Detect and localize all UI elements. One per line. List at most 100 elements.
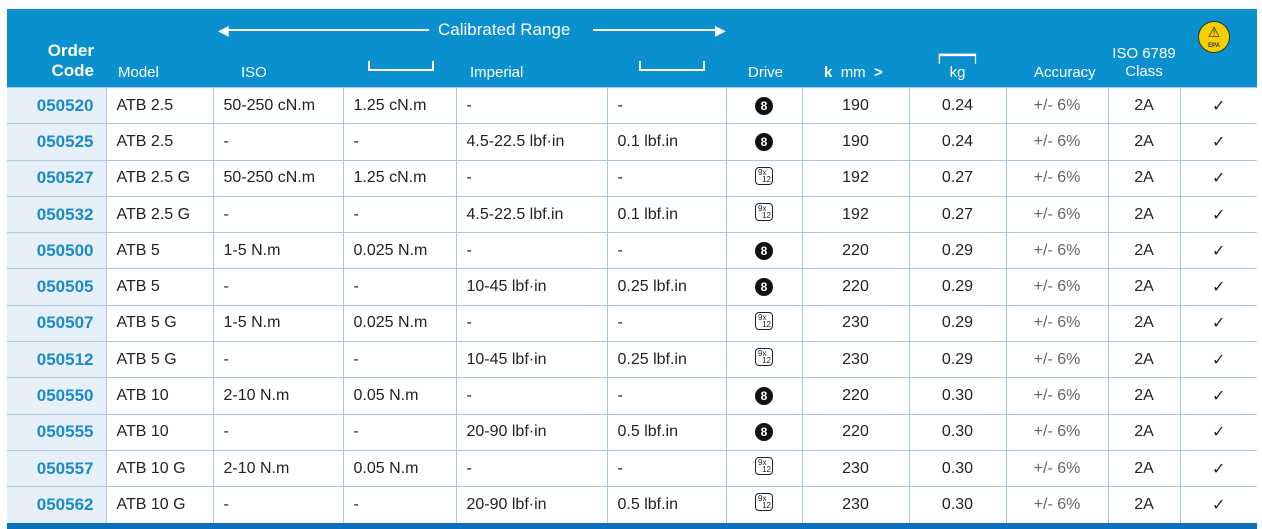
imperial-range-cell: 4.5-22.5 lbf.in <box>455 195 608 234</box>
model-cell: ATB 5 G <box>105 341 214 379</box>
iso-resolution-cell: - <box>342 123 457 161</box>
table-row: 050557 ATB 10 G 2-10 N.m 0.05 N.m - -9x 12 230 0… <box>7 449 1257 488</box>
order-code-cell: 050555 <box>7 413 107 451</box>
table-row: 050555 ATB 10- -20-90 lbf·in 0.5 lbf.in 8 220… <box>7 413 1257 451</box>
iso-resolution-cell: - <box>342 195 457 234</box>
length-cell: 220 <box>801 377 910 415</box>
table-row: 050532 ATB 2.5 G - -4.5-22.5 lbf.in 0.1 lbf.… <box>7 195 1257 234</box>
drive-8-icon: 8 <box>755 387 773 406</box>
col-esd: ⚠ EPA <box>1180 9 1257 88</box>
order-code-cell: 050562 <box>7 486 107 529</box>
imperial-resolution-cell: 0.1 lbf.in <box>606 195 727 234</box>
order-code-cell: 050520 <box>7 86 107 125</box>
scale-icon: ┍━━━┑ <box>934 47 981 64</box>
accuracy-cell: +/- 6% <box>1005 86 1109 125</box>
weight-cell: 0.24 <box>908 123 1007 161</box>
accuracy-cell: +/- 6% <box>1005 377 1109 415</box>
imperial-resolution-cell: - <box>606 377 727 415</box>
accuracy-cell: +/- 6% <box>1005 486 1109 529</box>
iso-range-cell: - <box>212 123 344 161</box>
table-row: 050507 ATB 5 G 1-5 N.m 0.025 N.m - -9x 12 230 0.… <box>7 304 1257 343</box>
drive-cell: 9x 12 <box>725 159 803 197</box>
col-drive: Drive <box>726 9 802 88</box>
col-imperial-resolution <box>607 9 726 88</box>
table-row: 050520 ATB 2.5 50-250 cN.m 1.25 cN.m - -8 190 0… <box>7 86 1257 125</box>
drive-8-icon: 8 <box>755 423 773 442</box>
length-cell: 230 <box>801 304 910 343</box>
order-code-cell: 050557 <box>7 449 107 488</box>
esd-check-cell: ✓ <box>1179 304 1257 343</box>
model-cell: ATB 10 <box>105 413 214 451</box>
iso-resolution-cell: 1.25 cN.m <box>342 159 457 197</box>
drive-cell: 9x 12 <box>725 341 803 379</box>
weight-cell: 0.30 <box>908 377 1007 415</box>
iso-resolution-cell: 0.05 N.m <box>342 377 457 415</box>
iso-range-cell: - <box>212 268 344 306</box>
weight-cell: 0.29 <box>908 268 1007 306</box>
accuracy-cell: +/- 6% <box>1005 195 1109 234</box>
order-code-cell: 050550 <box>7 377 107 415</box>
class-cell: 2A <box>1107 123 1181 161</box>
class-cell: 2A <box>1107 86 1181 125</box>
weight-cell: 0.24 <box>908 86 1007 125</box>
esd-check-cell: ✓ <box>1179 86 1257 125</box>
length-cell: 230 <box>801 341 910 379</box>
product-table: Order Code Model ISO Imperial Drive k mm … <box>7 9 1257 529</box>
esd-check-cell: ✓ <box>1179 341 1257 379</box>
drive-9x12-icon: 9x 12 <box>755 348 773 367</box>
order-code-cell: 050532 <box>7 195 107 234</box>
class-cell: 2A <box>1107 413 1181 451</box>
imperial-range-cell: - <box>455 449 608 488</box>
table-row: 050512 ATB 5 G - -10-45 lbf·in 0.25 lbf.in 9x… <box>7 341 1257 379</box>
imperial-resolution-cell: - <box>606 304 727 343</box>
imperial-range-cell: 20-90 lbf·in <box>455 486 608 529</box>
weight-cell: 0.27 <box>908 159 1007 197</box>
length-cell: 192 <box>801 159 910 197</box>
table-row: 050527 ATB 2.5 G 50-250 cN.m 1.25 cN.m - -9x 1… <box>7 159 1257 197</box>
esd-check-cell: ✓ <box>1179 159 1257 197</box>
model-cell: ATB 2.5 <box>105 86 214 125</box>
model-cell: ATB 5 <box>105 268 214 306</box>
iso-range-cell: - <box>212 341 344 379</box>
accuracy-cell: +/- 6% <box>1005 304 1109 343</box>
model-cell: ATB 10 G <box>105 449 214 488</box>
length-cell: 192 <box>801 195 910 234</box>
accuracy-cell: +/- 6% <box>1005 268 1109 306</box>
imperial-resolution-cell: - <box>606 449 727 488</box>
accuracy-cell: +/- 6% <box>1005 341 1109 379</box>
col-accuracy: Accuracy <box>1006 9 1108 88</box>
arrowhead-left-icon: ◀ <box>218 22 229 38</box>
accuracy-cell: +/- 6% <box>1005 159 1109 197</box>
imperial-resolution-cell: 0.25 lbf.in <box>606 268 727 306</box>
table-row: 050505 ATB 5- -10-45 lbf·in 0.25 lbf.in 8 220… <box>7 268 1257 306</box>
arrowhead-right-icon: ▶ <box>715 22 726 38</box>
class-cell: 2A <box>1107 377 1181 415</box>
weight-cell: 0.29 <box>908 304 1007 343</box>
drive-9x12-icon: 9x 12 <box>755 166 773 185</box>
col-iso-resolution <box>343 9 456 88</box>
calibrated-range-banner: ◀ Calibrated Range ▶ <box>218 20 730 40</box>
table-row: 050562 ATB 10 G - -20-90 lbf·in 0.5 lbf.in 9x… <box>7 486 1257 529</box>
iso-range-cell: 2-10 N.m <box>212 377 344 415</box>
model-cell: ATB 2.5 <box>105 123 214 161</box>
class-cell: 2A <box>1107 304 1181 343</box>
drive-8-icon: 8 <box>755 132 773 151</box>
length-unit: mm <box>840 64 866 81</box>
accuracy-cell: +/- 6% <box>1005 232 1109 270</box>
esd-check-cell: ✓ <box>1179 123 1257 161</box>
esd-check-cell: ✓ <box>1179 413 1257 451</box>
iso-resolution-cell: 0.05 N.m <box>342 449 457 488</box>
imperial-range-cell: 4.5-22.5 lbf·in <box>455 123 608 161</box>
class-cell: 2A <box>1107 195 1181 234</box>
length-cell: 220 <box>801 232 910 270</box>
length-cell: 220 <box>801 268 910 306</box>
iso-range-cell: - <box>212 486 344 529</box>
length-cell: 230 <box>801 486 910 529</box>
model-cell: ATB 2.5 G <box>105 159 214 197</box>
iso-resolution-cell: - <box>342 486 457 529</box>
class-cell: 2A <box>1107 449 1181 488</box>
col-imperial: Imperial <box>456 9 607 88</box>
imperial-resolution-cell: - <box>606 159 727 197</box>
imperial-range-cell: - <box>455 86 608 125</box>
imperial-range-cell: 10-45 lbf·in <box>455 268 608 306</box>
